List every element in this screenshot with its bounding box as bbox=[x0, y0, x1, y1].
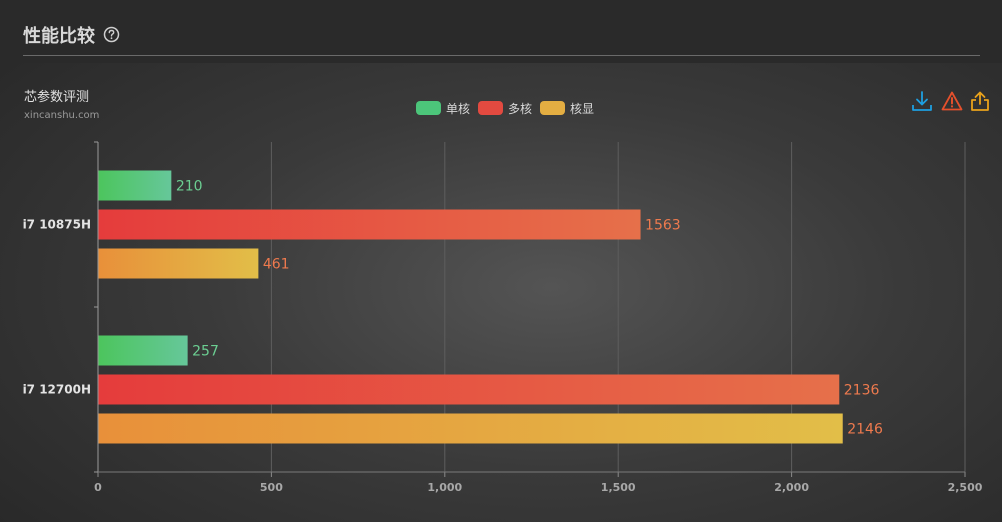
data-label: 461 bbox=[263, 257, 290, 273]
bar[interactable] bbox=[98, 374, 840, 405]
share-icon[interactable] bbox=[969, 90, 991, 112]
data-label: 210 bbox=[176, 179, 203, 195]
legend-label: 核显 bbox=[570, 101, 595, 116]
bars bbox=[98, 170, 843, 444]
legend-item[interactable]: 多核 bbox=[478, 100, 532, 117]
bar[interactable] bbox=[98, 335, 188, 366]
x-tick-label: 500 bbox=[260, 481, 283, 494]
legend-label: 多核 bbox=[508, 101, 533, 116]
legend-item[interactable]: 单核 bbox=[416, 100, 470, 117]
category-label: i7 12700H bbox=[23, 383, 91, 397]
legend-label: 单核 bbox=[446, 101, 471, 116]
legend-swatch bbox=[540, 101, 566, 115]
legend-swatch bbox=[416, 101, 441, 115]
x-tick-label: 2,500 bbox=[948, 481, 983, 494]
data-label: 1563 bbox=[645, 218, 681, 234]
header-divider bbox=[23, 55, 980, 56]
brand-name: 芯参数评测 bbox=[24, 90, 90, 105]
bar[interactable] bbox=[98, 170, 172, 201]
data-label: 2136 bbox=[844, 383, 880, 399]
data-label: 2146 bbox=[847, 422, 883, 438]
chart-legend: 单核 多核 核显 bbox=[416, 99, 594, 117]
x-tick-label: 2,000 bbox=[774, 481, 809, 494]
x-tick-label: 1,500 bbox=[601, 481, 636, 494]
bar[interactable] bbox=[98, 209, 641, 240]
labels: 0 500 1,000 1,500 2,000 2,500 i7 10875H 210 1563… bbox=[23, 179, 983, 495]
help-circle-icon[interactable] bbox=[103, 26, 120, 43]
download-icon[interactable] bbox=[911, 90, 933, 112]
legend-swatch bbox=[478, 101, 504, 115]
x-tick-label: 1,000 bbox=[427, 481, 462, 494]
bar[interactable] bbox=[98, 248, 259, 279]
legend-item[interactable]: 核显 bbox=[540, 100, 594, 117]
brand-site: xincanshu.com bbox=[24, 110, 100, 121]
category-label: i7 10875H bbox=[23, 218, 91, 232]
header-bar: 性能比较 bbox=[0, 0, 1002, 63]
axes bbox=[94, 141, 966, 477]
warning-icon[interactable] bbox=[941, 90, 963, 112]
bar[interactable] bbox=[98, 413, 843, 444]
x-tick-label: 0 bbox=[94, 481, 102, 494]
page-title: 性能比较 bbox=[23, 26, 95, 47]
data-label: 257 bbox=[192, 344, 219, 360]
